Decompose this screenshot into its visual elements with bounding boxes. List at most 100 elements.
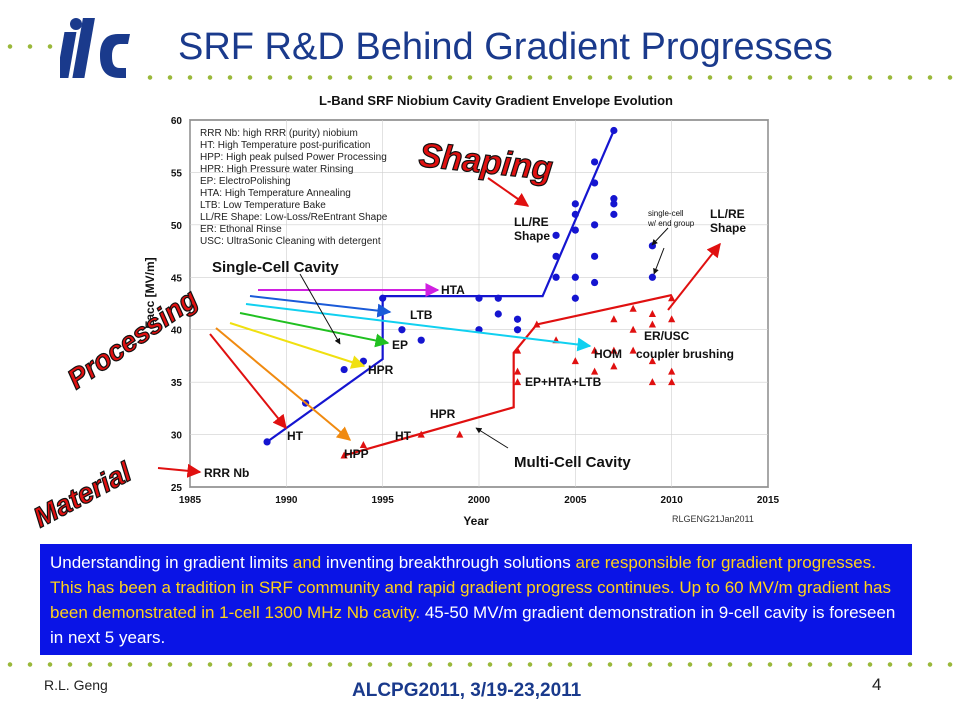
single-cell-point: [417, 336, 425, 344]
multi-cell-point: [513, 346, 522, 354]
single-cell-point: [513, 315, 522, 323]
single-cell-point: [591, 179, 599, 187]
single-cell-point: [610, 195, 618, 203]
footer-author: R.L. Geng: [44, 677, 108, 693]
multi-cell-point: [610, 315, 618, 323]
x-tick-label: 2005: [564, 495, 587, 506]
label-end-group-a: single-cell: [648, 209, 684, 218]
x-tick-label: 2000: [468, 495, 491, 506]
multi-cell-point: [591, 346, 599, 354]
single-cell-point: [648, 242, 657, 250]
label-ltb: LTB: [410, 308, 433, 322]
label-ep: EP: [392, 338, 408, 352]
y-tick-label: 40: [171, 326, 183, 337]
multi-cell-point: [417, 430, 425, 438]
multi-cell-point: [629, 304, 637, 312]
multi-cell-point: [513, 367, 522, 375]
single-cell-point: [571, 210, 579, 218]
single-cell-point: [571, 294, 579, 302]
multi-cell-point: [359, 441, 367, 449]
label-llre-2a: LL/RE: [710, 207, 745, 221]
gradient-chart: L-Band SRF Niobium Cavity Gradient Envel…: [28, 93, 780, 534]
legend-item: HT: High Temperature post-purification: [200, 140, 370, 151]
legend-item: HPR: High Pressure water Rinsing: [200, 164, 353, 175]
single-cell-point: [591, 252, 599, 260]
summary-text-segment: Understanding in gradient limits: [50, 553, 293, 572]
y-tick-label: 50: [171, 221, 183, 232]
summary-text-segment: and: [292, 553, 322, 572]
single-cell-point: [610, 200, 618, 208]
label-single-cell-cavity: Single-Cell Cavity: [212, 259, 339, 276]
label-llre-1b: Shape: [514, 229, 550, 243]
x-axis-label: Year: [463, 514, 489, 528]
multi-cell-point: [648, 378, 656, 386]
single-cell-point: [591, 278, 599, 287]
envelope-multi-cell: [343, 294, 672, 457]
summary-text-segment: 45-50 MV/m gradient demonstration in 9-c…: [50, 603, 896, 647]
single-cell-point: [591, 221, 599, 229]
single-cell-point: [263, 438, 271, 446]
y-tick-label: 45: [171, 273, 183, 284]
multi-cell-point: [591, 367, 599, 375]
label-end-group-b: w/ end group: [647, 219, 695, 228]
multi-cell-point: [648, 357, 656, 365]
label-llre-2b: Shape: [710, 221, 746, 235]
summary-text-segment: are responsible for: [575, 553, 717, 572]
y-axis-label: Eacc [MV/m]: [143, 257, 157, 328]
page-number: 4: [872, 675, 882, 694]
multi-cell-point: [668, 378, 676, 386]
legend-item: LTB: Low Temperature Bake: [200, 200, 326, 211]
x-ticks: 1985 1990 1995 2000 2005 2010 2015: [179, 495, 780, 506]
multi-cell-point: [668, 315, 676, 323]
single-cell-point: [475, 294, 483, 302]
summary-text-segment: gradient progresses. This has been a tra…: [50, 553, 891, 622]
arrow-ht: [209, 333, 287, 430]
single-cell-point: [552, 252, 560, 260]
arrow-hpr: [229, 322, 366, 369]
arrow-ltb: [249, 295, 392, 318]
label-ep-hta-ltb: EP+HTA+LTB: [525, 375, 602, 389]
bottom-dotted-line: [0, 662, 960, 667]
legend-item: USC: UltraSonic Cleaning with detergent: [200, 236, 381, 247]
multi-cell-point: [668, 367, 676, 375]
label-rrr-nb: RRR Nb: [204, 466, 249, 480]
label-hta: HTA: [441, 283, 465, 297]
y-tick-label: 35: [171, 378, 183, 389]
single-cell-point: [494, 294, 502, 302]
multi-cell-point: [610, 362, 618, 370]
single-cell-point: [610, 126, 618, 135]
x-tick-label: 1995: [372, 495, 395, 506]
arrow-end-group-2: [653, 247, 665, 275]
single-cell-point: [571, 200, 579, 208]
multi-cell-point: [629, 346, 637, 354]
y-ticks: 25 30 35 40 45 50 55 60: [171, 116, 183, 494]
summary-textbox: Understanding in gradient limits and inv…: [40, 544, 912, 655]
y-tick-label: 60: [171, 116, 183, 127]
single-cell-point: [648, 273, 657, 281]
label-multi-cell-cavity: Multi-Cell Cavity: [514, 454, 631, 471]
single-cell-point: [610, 210, 618, 218]
label-ht-single: HT: [287, 429, 304, 443]
label-llre-1a: LL/RE: [514, 215, 549, 229]
legend-item: HPP: High peak pulsed Power Processing: [200, 152, 387, 163]
arrow-hpp: [215, 327, 352, 441]
multi-cell-point: [533, 320, 541, 328]
single-cell-point: [552, 231, 560, 239]
single-cell-point: [359, 357, 367, 365]
single-cell-point: [379, 294, 387, 302]
label-hpr-single: HPR: [368, 363, 394, 377]
legend-item: LL/RE Shape: Low-Loss/ReEntrant Shape: [200, 212, 388, 223]
x-tick-label: 1985: [179, 495, 202, 506]
multi-cell-point: [648, 309, 656, 317]
multi-cell-point: [571, 357, 579, 365]
single-cell-point: [571, 273, 579, 281]
top-dotted-line-left: [0, 44, 60, 49]
multi-cell-point: [456, 430, 464, 438]
footer-conference: ALCPG2011, 3/19-23,2011: [352, 680, 582, 701]
single-cell-point: [552, 273, 560, 281]
single-cell-point: [513, 326, 522, 334]
top-dotted-line: [140, 75, 960, 80]
label-hpp: HPP: [344, 447, 369, 461]
data-points: [263, 126, 676, 459]
multi-cell-point: [340, 451, 348, 459]
